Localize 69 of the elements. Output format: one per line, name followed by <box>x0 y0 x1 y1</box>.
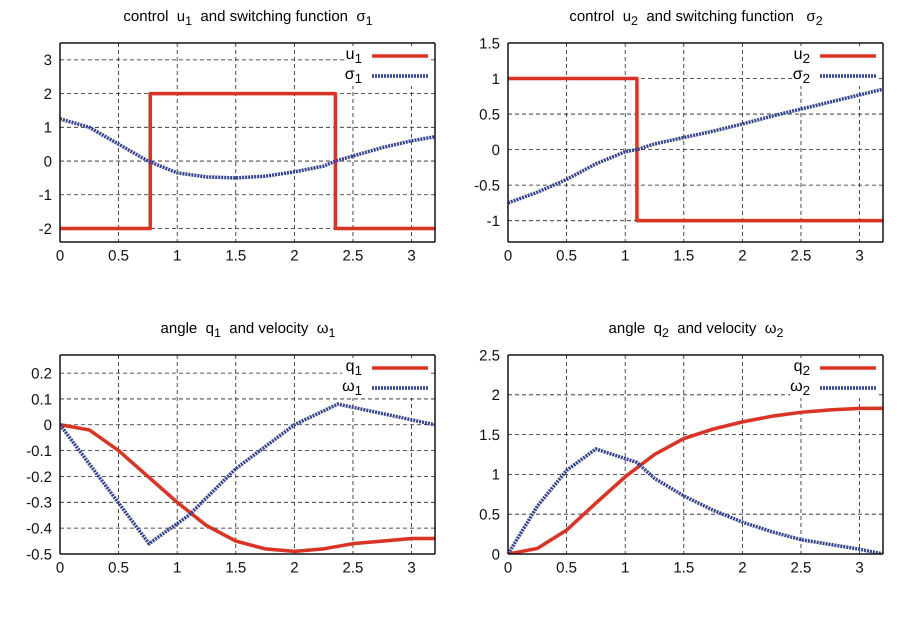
y-tick-label: -2 <box>38 220 52 238</box>
y-tick-label: 0 <box>492 142 500 159</box>
x-tick-label: 3 <box>855 560 864 577</box>
x-tick-label: 1.5 <box>673 248 694 265</box>
legend-label: ω$_{1}$ <box>342 378 362 398</box>
y-tick-label: 1 <box>492 466 500 484</box>
x-tick-label: 1.5 <box>673 560 694 577</box>
y-tick-label: 2.5 <box>479 347 500 364</box>
y-tick-label: 0.5 <box>479 106 500 124</box>
legend-label: σ$_{1}$ <box>344 66 362 86</box>
y-tick-label: 2 <box>492 387 500 404</box>
legend-label: u$_{2}$ <box>794 46 810 66</box>
y-tick-label: 1 <box>492 70 500 88</box>
y-tick-label: 0 <box>492 546 500 564</box>
x-tick-label: 3 <box>407 560 416 577</box>
x-tick-label: 0 <box>504 248 512 265</box>
line-series <box>508 87 883 205</box>
x-tick-label: 0.5 <box>556 560 578 577</box>
legend-label: q$_{1}$ <box>346 358 362 378</box>
y-tick-label: 0 <box>44 153 52 170</box>
legend-label: q$_{2}$ <box>794 358 810 378</box>
y-tick-label: -0.5 <box>26 546 52 564</box>
y-tick-label: -0.5 <box>474 177 500 194</box>
y-tick-label: 0.1 <box>31 391 52 408</box>
y-tick-label: -0.1 <box>26 442 52 460</box>
y-tick-label: -0.3 <box>26 494 52 512</box>
y-tick-label: 1.5 <box>479 426 500 444</box>
x-tick-label: 2 <box>738 560 747 577</box>
y-tick-label: 0.5 <box>479 506 500 524</box>
y-tick-label: 1 <box>44 120 52 137</box>
legend-label: u$_{1}$ <box>346 46 362 66</box>
x-tick-label: 3 <box>855 248 864 265</box>
y-tick-label: 2 <box>44 86 52 103</box>
chart-title: angle q$_{1}$ and velocity ω$_{1}$ <box>160 320 336 342</box>
line-series <box>60 402 435 546</box>
y-tick-label: 0 <box>44 417 52 434</box>
x-tick-label: 1 <box>173 248 182 265</box>
x-tick-label: 2.5 <box>790 560 812 577</box>
x-tick-label: 0 <box>56 560 64 577</box>
y-tick-label: 0.2 <box>31 365 52 382</box>
x-tick-label: 0.5 <box>108 560 130 577</box>
x-tick-label: 3 <box>407 248 416 265</box>
y-tick-label: 3 <box>44 52 52 70</box>
y-tick-label: -0.2 <box>26 468 52 486</box>
x-tick-label: 2.5 <box>790 248 812 265</box>
x-tick-label: 1.5 <box>225 248 246 265</box>
y-tick-label: -1 <box>38 187 52 204</box>
x-tick-label: 2.5 <box>342 560 364 577</box>
x-tick-label: 0.5 <box>108 248 130 265</box>
x-tick-label: 0 <box>504 560 512 577</box>
x-tick-label: 2 <box>290 248 299 265</box>
legend-label: ω$_{2}$ <box>790 378 810 398</box>
line-series <box>60 117 435 180</box>
y-tick-label: 1.5 <box>479 35 500 52</box>
legend-label: σ$_{2}$ <box>792 66 810 86</box>
x-tick-label: 1.5 <box>225 560 246 577</box>
chart-title: angle q$_{2}$ and velocity ω$_{2}$ <box>608 320 784 342</box>
chart-title: control u$_{2}$ and switching function σ$_{2}$ <box>568 8 824 30</box>
x-tick-label: 2 <box>290 560 299 577</box>
x-tick-label: 1 <box>621 560 630 577</box>
y-tick-label: -0.4 <box>26 520 52 538</box>
x-tick-label: 1 <box>173 560 182 577</box>
x-tick-label: 0 <box>56 248 64 265</box>
chart-title: control u$_{1}$ and switching function σ$_{1}$ <box>122 8 374 30</box>
x-tick-label: 1 <box>621 248 630 265</box>
y-tick-label: -1 <box>486 213 500 230</box>
x-tick-label: 2.5 <box>342 248 364 265</box>
x-tick-label: 0.5 <box>556 248 578 265</box>
x-tick-label: 2 <box>738 248 747 265</box>
